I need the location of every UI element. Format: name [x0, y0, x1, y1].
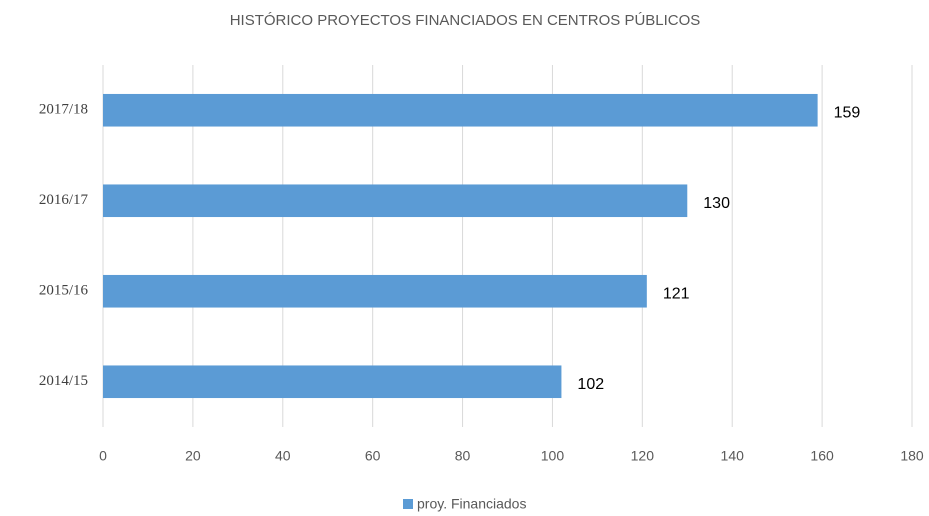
x-tick-label: 120 — [631, 448, 655, 464]
data-label: 102 — [577, 376, 604, 393]
x-tick-label: 140 — [721, 448, 745, 464]
bar — [103, 93, 818, 127]
data-label: 159 — [834, 104, 861, 121]
legend-swatch — [403, 499, 413, 509]
x-tick-label: 40 — [275, 448, 291, 464]
data-label: 121 — [663, 285, 690, 302]
y-tick-label: 2017/18 — [39, 102, 88, 118]
y-tick-label: 2014/15 — [39, 373, 88, 389]
x-tick-label: 0 — [99, 448, 107, 464]
legend-label: proy. Financiados — [417, 496, 526, 512]
data-label: 130 — [703, 195, 730, 212]
bar — [103, 274, 647, 308]
y-tick-label: 2015/16 — [39, 283, 89, 299]
chart-title: HISTÓRICO PROYECTOS FINANCIADOS EN CENTR… — [230, 12, 701, 29]
x-tick-label: 20 — [185, 448, 201, 464]
x-tick-label: 80 — [455, 448, 471, 464]
x-tick-label: 60 — [365, 448, 381, 464]
x-tick-label: 100 — [541, 448, 565, 464]
y-tick-label: 2016/17 — [39, 192, 89, 208]
bar — [103, 365, 562, 399]
bar — [103, 184, 688, 218]
x-tick-label: 160 — [810, 448, 834, 464]
x-tick-label: 180 — [900, 448, 924, 464]
